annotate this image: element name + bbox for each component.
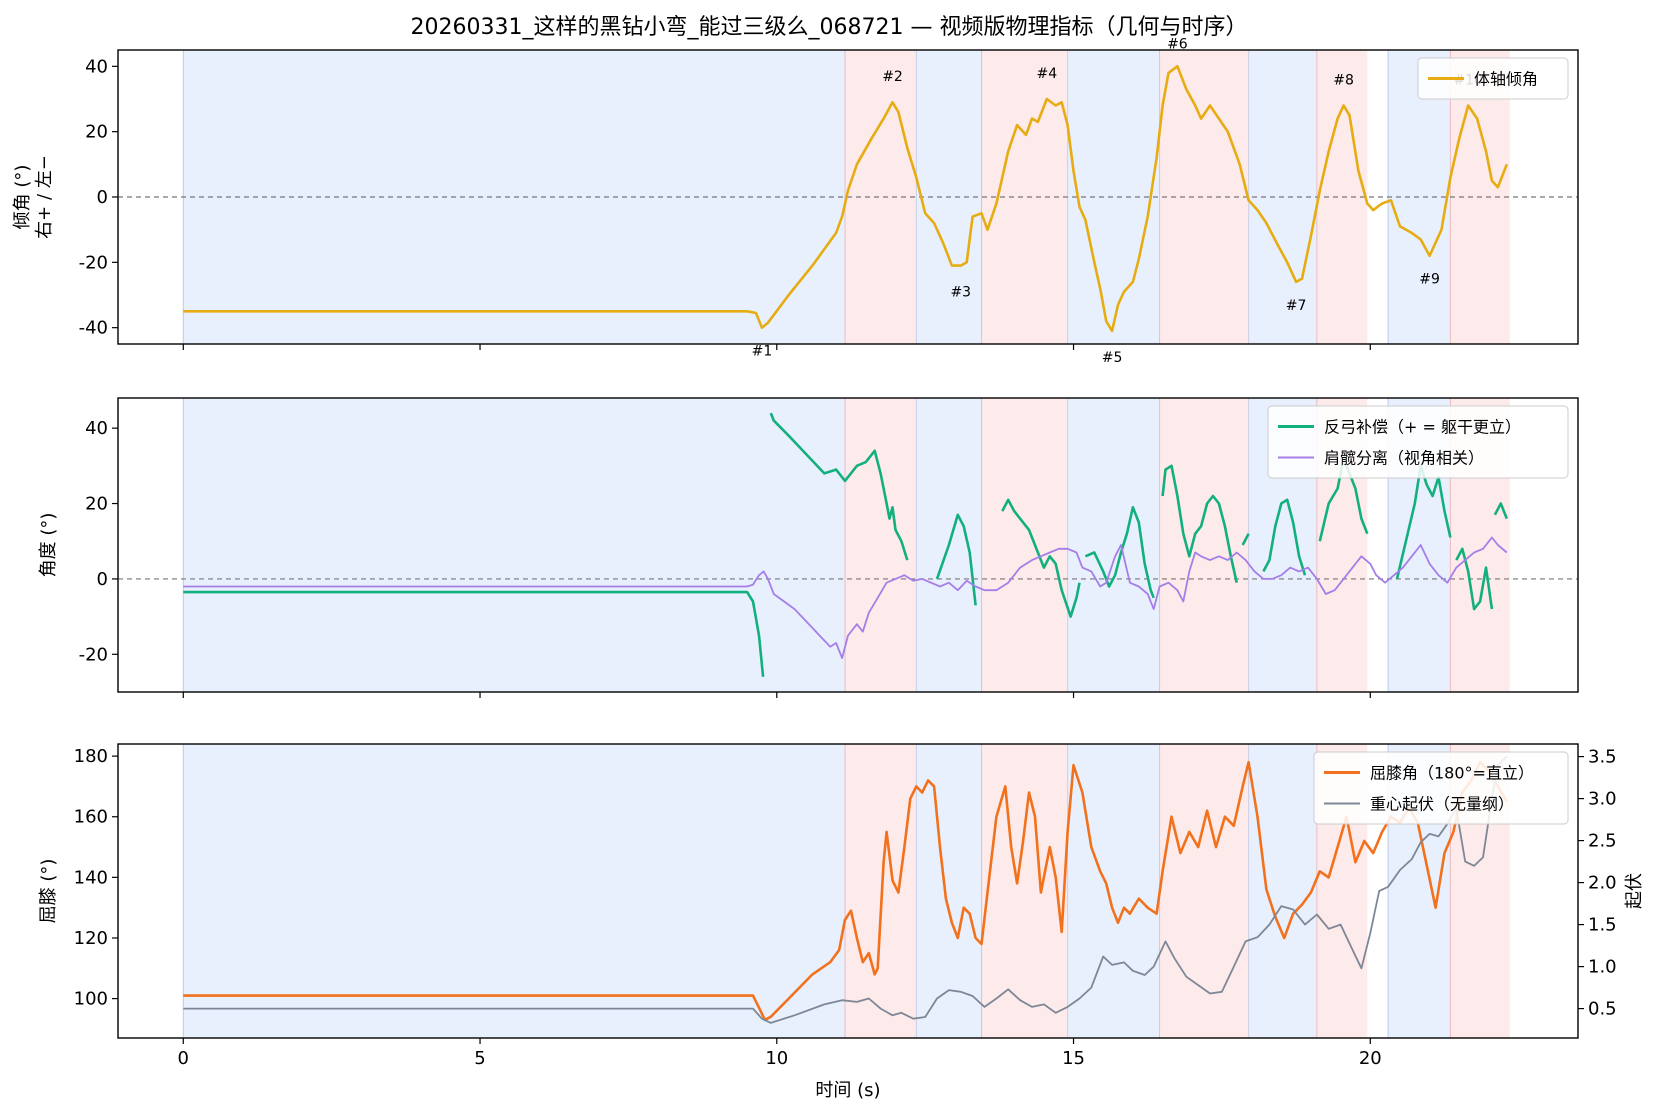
left-turn-band xyxy=(1248,744,1317,1038)
arch-series-line xyxy=(1001,498,1081,618)
arch-series-line xyxy=(935,513,977,606)
arch-series-line xyxy=(1161,464,1238,583)
legend-entry: 体轴倾角 xyxy=(1474,70,1538,89)
y-right-axis-label: 起伏 xyxy=(1624,873,1645,909)
turn-annotation: #3 xyxy=(950,285,971,301)
right-turn-band xyxy=(1159,744,1249,1038)
y-tick-label: 0 xyxy=(97,569,108,590)
arch-series-line xyxy=(1455,547,1494,611)
y-tick-label: 120 xyxy=(74,928,108,949)
legend-entry: 重心起伏（无量纲） xyxy=(1370,795,1514,814)
y-tick-label: 140 xyxy=(74,867,108,888)
y-tick-label: 160 xyxy=(74,807,108,828)
turn-annotation: #9 xyxy=(1419,272,1440,288)
legend-box xyxy=(1313,751,1569,825)
arch-series-line xyxy=(1493,502,1509,520)
arch-series-line xyxy=(769,412,909,561)
left-turn-band xyxy=(183,744,846,1038)
left-turn-band xyxy=(183,398,846,692)
arch-series-line xyxy=(1241,533,1250,546)
knee-panel: 100 120 140 160 180 0.5 1.0 1.5 2.0 2.5 3.0 3.5 0 5 10… xyxy=(38,743,1645,1069)
y-tick-label: 20 xyxy=(85,494,108,515)
x-tick-label: 20 xyxy=(1359,1048,1382,1069)
right-turn-band xyxy=(981,744,1068,1038)
legend-box xyxy=(1417,57,1569,100)
turn-annotation: #1 xyxy=(752,344,773,360)
legend-box xyxy=(1267,405,1569,479)
y-tick-label: 40 xyxy=(85,418,108,439)
turn-annotation: #2 xyxy=(882,69,903,85)
x-tick-label: 15 xyxy=(1062,1048,1085,1069)
y-axis-label: 角度 (°) xyxy=(38,513,59,578)
turn-annotation: #5 xyxy=(1102,350,1123,366)
turn-annotation: #4 xyxy=(1037,66,1058,82)
y-right-tick-label: 3.5 xyxy=(1588,747,1617,768)
y-tick-label: -20 xyxy=(79,252,108,273)
arch-series-line xyxy=(1084,506,1155,599)
turn-annotation: #7 xyxy=(1286,298,1307,314)
y-tick-label: 180 xyxy=(74,746,108,767)
y-tick-label: 20 xyxy=(85,122,108,143)
legend-entry: 肩髋分离（视角相关） xyxy=(1324,449,1484,468)
legend: 体轴倾角 xyxy=(1417,57,1569,100)
x-tick-label: 5 xyxy=(474,1048,485,1069)
y-tick-label: -20 xyxy=(79,644,108,665)
y-axis-label-secondary: 右+ / 左− xyxy=(34,155,55,239)
y-right-tick-label: 1.5 xyxy=(1588,915,1617,936)
y-tick-label: 40 xyxy=(85,56,108,77)
x-tick-label: 10 xyxy=(765,1048,788,1069)
y-right-tick-label: 1.0 xyxy=(1588,957,1617,978)
legend: 屈膝角（180°=直立） 重心起伏（无量纲） xyxy=(1313,751,1569,825)
right-turn-band xyxy=(981,398,1068,692)
legend: 反弓补偿（+ = 躯干更立） 肩髋分离（视角相关） xyxy=(1267,405,1569,479)
y-tick-label: 100 xyxy=(74,989,108,1010)
turn-annotation: #6 xyxy=(1167,36,1188,52)
y-right-tick-label: 2.5 xyxy=(1588,831,1617,852)
right-turn-band xyxy=(845,744,917,1038)
y-tick-label: 0 xyxy=(97,187,108,208)
knee-series-line xyxy=(183,760,1508,1022)
plot-frame xyxy=(117,397,1579,693)
legend-entry: 屈膝角（180°=直立） xyxy=(1370,764,1534,783)
turn-annotation: #8 xyxy=(1333,72,1354,88)
arch-series-line xyxy=(1262,498,1307,576)
y-right-tick-label: 0.5 xyxy=(1588,999,1617,1020)
y-right-tick-label: 3.0 xyxy=(1588,789,1617,810)
arch-series-line xyxy=(1395,464,1452,580)
com-series-line xyxy=(183,755,1508,1024)
y-right-tick-label: 2.0 xyxy=(1588,873,1617,894)
plot-frame xyxy=(117,743,1579,1039)
right-turn-band xyxy=(1159,398,1249,692)
tilt-series-line xyxy=(183,65,1509,333)
x-tick-label: 0 xyxy=(178,1048,189,1069)
sep-series-line xyxy=(183,536,1508,659)
left-turn-band xyxy=(1067,398,1160,692)
y-tick-label: -40 xyxy=(79,318,108,339)
y-axis-label: 倾角 (°) xyxy=(12,165,33,230)
y-axis-label: 屈膝 (°) xyxy=(38,859,59,924)
left-turn-band xyxy=(916,744,982,1038)
angles-panel: 40 20 0 -20 角度 (°) 反弓补偿（+ = 躯干更立） 肩髋分离（视角相关） xyxy=(38,397,1579,698)
x-axis-label: 时间 (s) xyxy=(815,1080,880,1101)
chart-title: 20260331_这样的黑钻小弯_能过三级么_068721 — 视频版物理指标（… xyxy=(411,15,1248,40)
right-turn-band xyxy=(845,398,917,692)
arch-series-line xyxy=(183,590,765,678)
legend-entry: 反弓补偿（+ = 躯干更立） xyxy=(1324,418,1521,437)
